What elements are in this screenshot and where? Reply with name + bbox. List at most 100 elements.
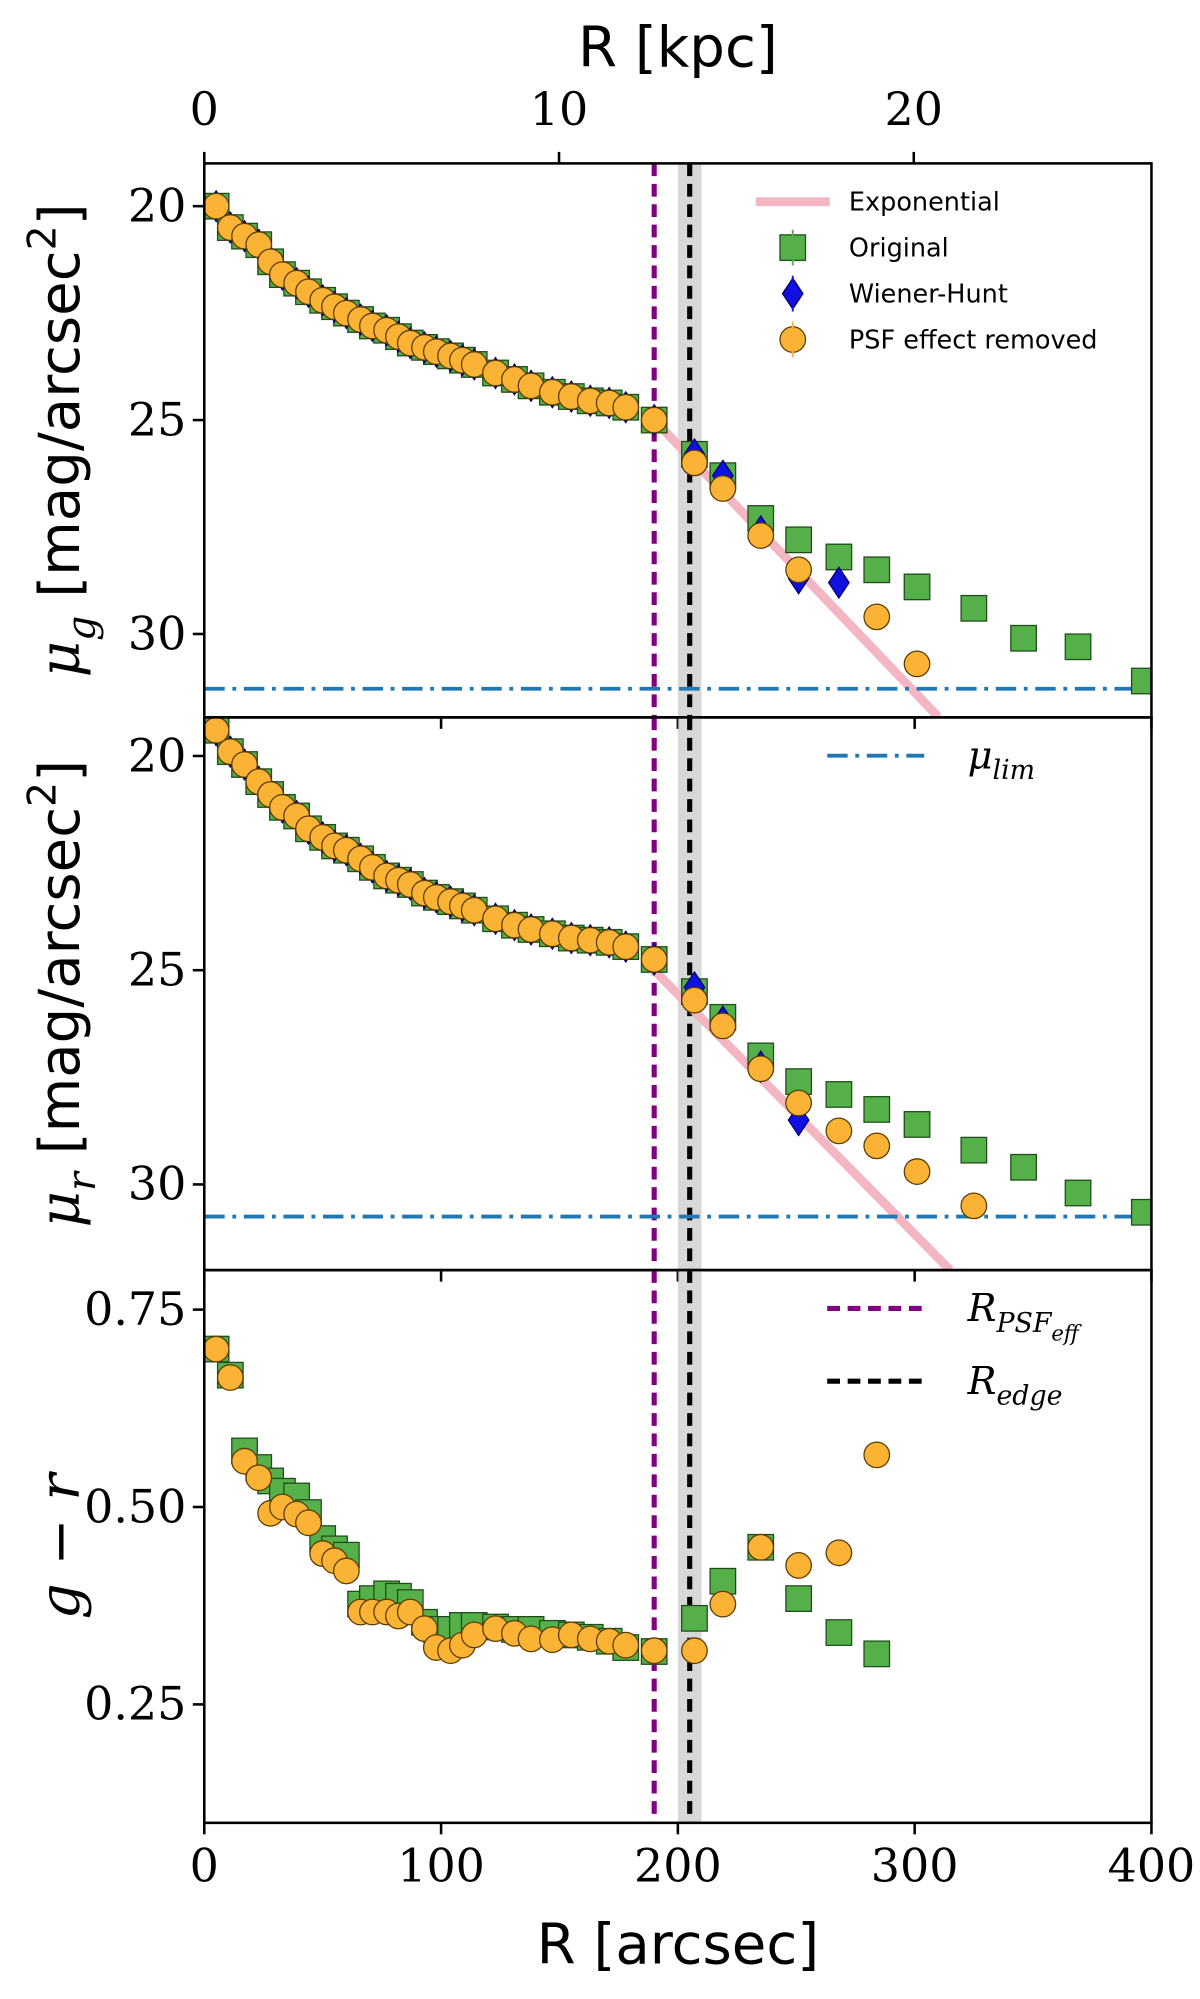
label-part: edge	[996, 1381, 1062, 1412]
y-tick-label: 25	[128, 392, 186, 446]
top-tick-label: 10	[530, 82, 588, 136]
square-marker	[903, 1111, 931, 1138]
square-marker	[960, 1136, 988, 1164]
square-marker	[863, 556, 891, 584]
circle-marker	[640, 406, 668, 434]
label-part: [mag/arcsec	[28, 807, 93, 1172]
y-tick-label: 25	[128, 943, 186, 997]
circle-marker	[825, 1539, 853, 1567]
x-tick-label: 300	[871, 1839, 959, 1893]
square-marker	[1010, 624, 1037, 652]
circle-marker	[747, 1533, 775, 1561]
legend-label: PSF effect removed	[849, 325, 1098, 355]
y-tick-label: 20	[128, 178, 186, 232]
label-part: eff	[1051, 1320, 1081, 1345]
square-marker	[785, 1585, 813, 1612]
circle-marker	[295, 1509, 322, 1537]
circle-marker	[903, 650, 931, 678]
y-axis-label: μg [mag/arcsec2]	[21, 203, 105, 677]
circle-marker	[960, 1192, 988, 1220]
circle-marker	[785, 556, 813, 584]
circle-marker	[245, 1464, 273, 1492]
circle-marker	[709, 1590, 737, 1618]
label-part: ]	[28, 760, 93, 782]
circle-marker	[612, 393, 640, 421]
label-part: R	[967, 1359, 997, 1404]
circle-marker	[216, 1364, 244, 1391]
x-tick-label: 400	[1108, 1839, 1196, 1893]
circle-marker	[612, 933, 640, 961]
square-marker	[1010, 1153, 1037, 1181]
circle-marker	[785, 1089, 813, 1117]
label-part: R	[967, 1286, 997, 1331]
square-marker	[785, 526, 813, 554]
legend-label: RPSFeff	[967, 1286, 1082, 1345]
circle-marker	[709, 475, 737, 502]
y-axis-label: μr [mag/arcsec2]	[21, 760, 105, 1228]
y-axis-label: g − r	[28, 1471, 93, 1620]
plot-area	[204, 163, 1152, 718]
x-axis-label: R [arcsec]	[537, 1912, 820, 1977]
circle-marker	[681, 449, 708, 477]
label-part: g − r	[28, 1471, 93, 1620]
circle-marker	[681, 986, 708, 1014]
square-marker	[825, 543, 853, 571]
y-tick-label: 0.25	[84, 1677, 186, 1731]
circle-marker	[204, 192, 230, 220]
y-tick-label: 0.50	[84, 1479, 186, 1533]
circle-marker	[681, 1637, 708, 1665]
label-part: lim	[993, 755, 1036, 786]
label-part: ]	[28, 203, 93, 225]
square-marker	[960, 594, 988, 622]
square-marker	[825, 1081, 853, 1108]
legend-label: Original	[849, 234, 949, 264]
label-part: μ	[28, 641, 93, 678]
circle-marker	[785, 1552, 813, 1579]
plot-area	[204, 717, 1152, 1271]
label-part: [mag/arcsec	[28, 250, 93, 615]
square-marker	[863, 1096, 891, 1123]
legend-label: μlim	[968, 733, 1035, 786]
label-part: r	[60, 1170, 105, 1191]
square-marker	[681, 1604, 708, 1632]
x-tick-label: 200	[634, 1839, 722, 1893]
legend-label: Redge	[967, 1359, 1063, 1412]
circle-marker	[863, 603, 891, 631]
circle-marker	[863, 1132, 891, 1160]
circle-marker	[709, 1012, 737, 1040]
square-marker	[709, 1567, 737, 1595]
y-tick-label: 20	[128, 728, 186, 782]
label-part: μ	[28, 1191, 93, 1228]
circle-marker	[204, 1335, 230, 1363]
circle-marker	[332, 1557, 360, 1585]
circle-marker	[612, 1631, 640, 1659]
label-part: PSF	[995, 1308, 1052, 1339]
label-part: 2	[21, 782, 66, 807]
legend-label: Wiener-Hunt	[849, 280, 1008, 310]
top-tick-label: 20	[885, 82, 943, 136]
circle-marker	[640, 1637, 668, 1665]
x-tick-label: 100	[397, 1839, 485, 1893]
circle-marker	[825, 1117, 853, 1145]
y-tick-label: 0.75	[84, 1282, 186, 1336]
label-part: g	[60, 616, 105, 641]
plot-area	[204, 1270, 891, 1823]
circle-marker	[204, 717, 230, 744]
square-marker	[1064, 633, 1092, 661]
square-marker	[1130, 1198, 1152, 1226]
circle-marker	[747, 1055, 775, 1083]
circle-marker	[863, 1441, 891, 1469]
square-marker	[1064, 1179, 1092, 1207]
diamond-marker	[827, 566, 850, 600]
top-axis-label: R [kpc]	[578, 15, 778, 80]
square-marker	[863, 1640, 891, 1668]
y-tick-label: 30	[128, 1157, 186, 1211]
square-marker	[903, 573, 931, 601]
y-tick-label: 30	[128, 606, 186, 660]
square-marker	[1130, 667, 1152, 695]
label-part: μ	[968, 733, 993, 778]
square-marker	[825, 1619, 853, 1646]
x-tick-label: 0	[190, 1839, 219, 1893]
